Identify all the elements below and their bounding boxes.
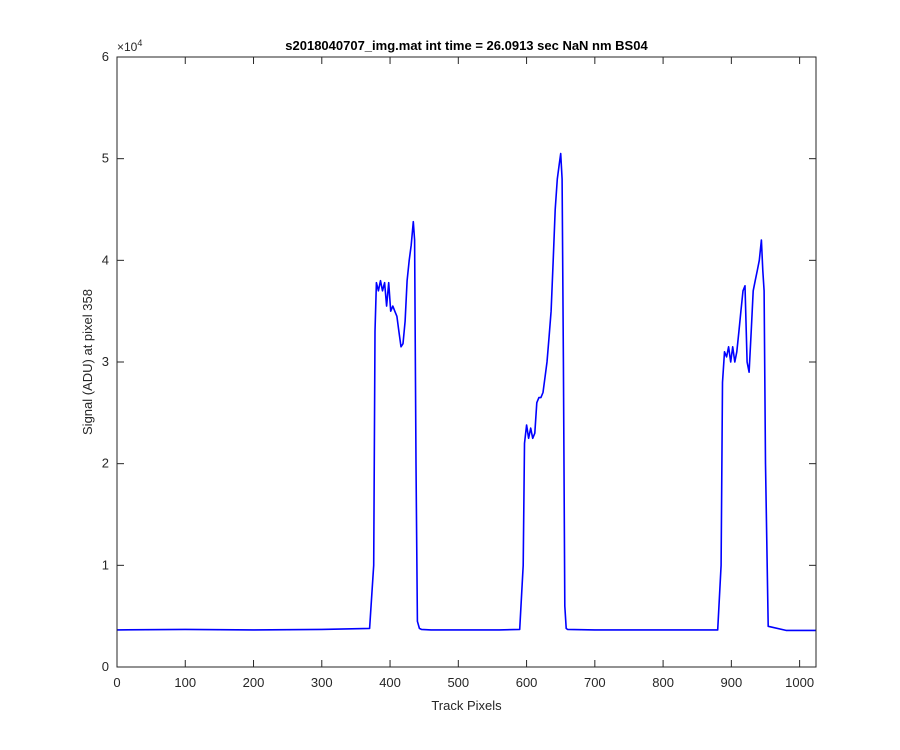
x-axis-label: Track Pixels [431,698,502,713]
plot-area [116,56,817,668]
y-exponent-label: ×104 [117,38,142,54]
series-line-0 [116,152,816,632]
y-exponent-power: 4 [137,38,142,48]
axes-box [116,56,817,668]
y-tick-label: 1 [102,557,109,572]
x-tick-label: 100 [174,675,196,690]
x-tick-label: 900 [721,675,743,690]
y-tick-label: 6 [102,49,109,64]
x-tick-label: 0 [113,675,120,690]
x-tick-label: 600 [516,675,538,690]
x-tick-label: 300 [311,675,333,690]
chart-title: s2018040707_img.mat int time = 26.0913 s… [285,38,648,53]
y-tick-label: 3 [102,354,109,369]
y-tick-label: 5 [102,151,109,166]
y-tick-label: 2 [102,456,109,471]
y-exponent-base: ×10 [117,40,138,54]
y-tick-label: 0 [102,659,109,674]
x-tick-label: 700 [584,675,606,690]
x-tick-label: 400 [379,675,401,690]
x-tick-label: 200 [243,675,265,690]
y-tick-label: 4 [102,252,109,267]
y-axis-label: Signal (ADU) at pixel 358 [80,289,95,435]
x-axis: 0 100 200 300 400 500 600 700 800 900 1000 [113,57,814,690]
x-tick-label: 500 [447,675,469,690]
x-tick-label: 800 [652,675,674,690]
x-tick-label: 1000 [785,675,814,690]
y-axis: 0 1 2 3 4 5 6 [102,49,816,674]
